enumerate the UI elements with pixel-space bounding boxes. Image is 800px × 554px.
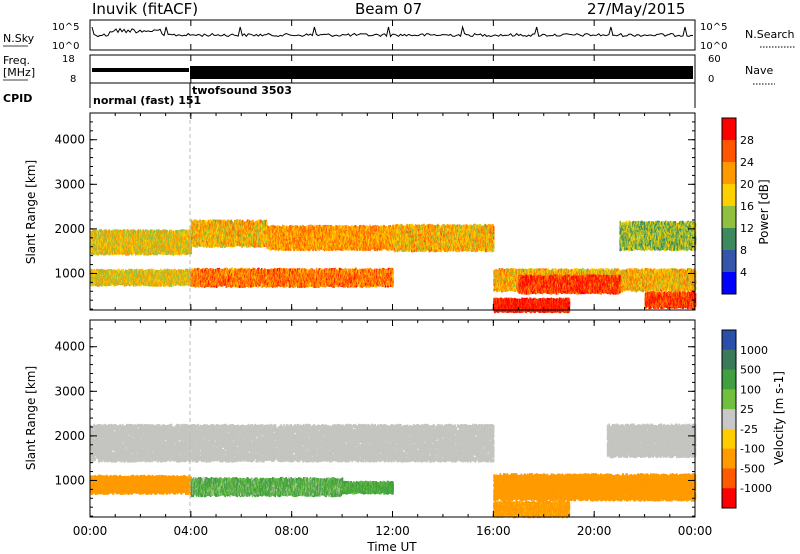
nsky-tick-top: 10^5	[52, 22, 79, 33]
nave-bar-2	[190, 66, 693, 79]
nave-tick-top: 60	[708, 54, 721, 65]
freq-panel: Freq. [MHz] 18 8 60 0 Nave	[3, 54, 775, 85]
freq-tick-top: 18	[62, 54, 75, 65]
freq-unit: [MHz]	[3, 66, 35, 79]
cpid-entry-2: twofsound 3503	[192, 84, 292, 97]
nsky-trace	[92, 27, 693, 37]
nsky-tick-bottom: 10^0	[52, 41, 79, 52]
station-title: Inuvik (fitACF)	[92, 0, 198, 18]
cpid-panel: CPID normal (fast) 151 twofsound 3503	[3, 83, 695, 108]
nave-tick-bottom: 0	[708, 74, 714, 85]
nsearch-label: N.Search	[745, 28, 795, 41]
power-cell	[132, 252, 134, 255]
nave-bar-1	[92, 68, 189, 72]
power-cell	[112, 251, 114, 254]
nsearch-tick-top: 10^5	[700, 22, 727, 33]
nsky-label: N.Sky	[3, 32, 35, 45]
date-title: 27/May/2015	[587, 0, 685, 18]
beam-title: Beam 07	[355, 0, 422, 18]
cpid-label: CPID	[3, 92, 32, 105]
nave-label: Nave	[745, 64, 773, 77]
nsky-panel: N.Sky 10^5 10^0 N.Search 10^5 10^0	[3, 20, 795, 52]
cpid-entry-1: normal (fast) 151	[93, 94, 201, 107]
nsearch-tick-bottom: 10^0	[700, 41, 727, 52]
freq-tick-bottom: 8	[70, 74, 76, 85]
